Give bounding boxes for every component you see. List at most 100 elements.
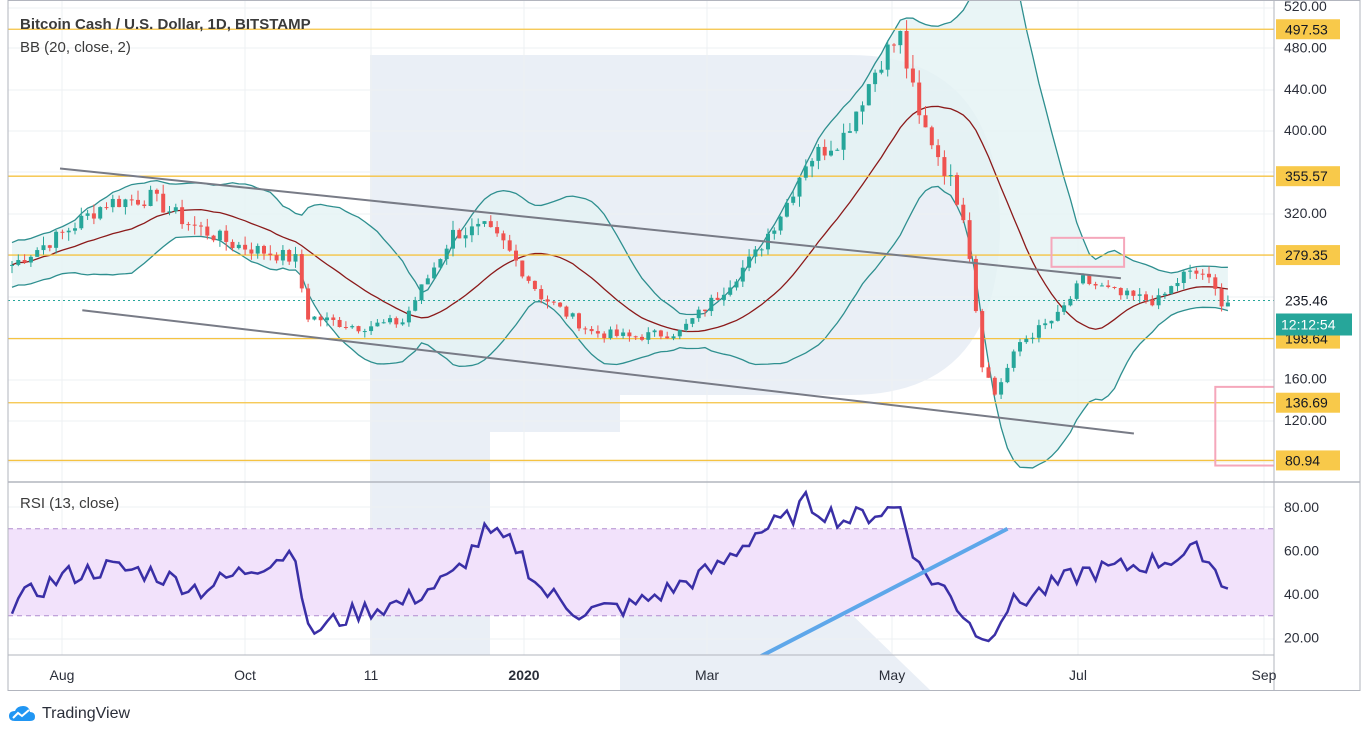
candle-body-32 bbox=[211, 235, 216, 241]
candle-body-128 bbox=[816, 146, 821, 161]
candle-body-160 bbox=[1018, 342, 1022, 352]
candle-body-136 bbox=[866, 84, 871, 106]
candle-body-87 bbox=[558, 302, 563, 307]
price-tick-3: 400.00 bbox=[1284, 122, 1327, 138]
candle-body-15 bbox=[104, 207, 109, 209]
candle-body-171 bbox=[1087, 275, 1092, 284]
candle-body-102 bbox=[652, 330, 657, 333]
candle-body-190 bbox=[1207, 273, 1211, 278]
level-label-2: 279.35 bbox=[1285, 247, 1328, 263]
candle-body-131 bbox=[835, 149, 840, 151]
candle-body-6 bbox=[47, 245, 52, 248]
candle-body-74 bbox=[476, 223, 481, 227]
level-label-4: 136.69 bbox=[1285, 395, 1328, 411]
candle-body-129 bbox=[822, 146, 827, 156]
candle-body-49 bbox=[318, 316, 323, 321]
candle-body-133 bbox=[847, 131, 852, 133]
candle-body-85 bbox=[545, 299, 550, 302]
candle-body-35 bbox=[230, 241, 235, 249]
candle-body-68 bbox=[438, 259, 443, 268]
rsi-tick-3: 80.00 bbox=[1284, 499, 1319, 515]
candle-body-187 bbox=[1188, 270, 1193, 272]
x-tick-6: Jul bbox=[1069, 667, 1087, 683]
candle-body-36 bbox=[236, 244, 241, 249]
candle-body-11 bbox=[79, 215, 84, 229]
candle-body-143 bbox=[910, 68, 915, 83]
candle-body-30 bbox=[199, 225, 203, 227]
candle-body-77 bbox=[495, 227, 500, 234]
current-price-label: 235.46 bbox=[1285, 292, 1328, 308]
candle-body-43 bbox=[280, 249, 285, 261]
rsi-series bbox=[10, 489, 1229, 643]
candle-body-155 bbox=[986, 367, 991, 378]
candle-body-125 bbox=[797, 177, 802, 197]
candle-body-75 bbox=[482, 221, 487, 224]
candle-body-191 bbox=[1213, 277, 1218, 289]
candle-body-126 bbox=[803, 166, 808, 178]
candles bbox=[10, 20, 1230, 399]
candle-body-121 bbox=[772, 230, 777, 234]
rsi-band bbox=[8, 528, 1274, 617]
candle-body-28 bbox=[186, 224, 191, 226]
candle-body-53 bbox=[343, 326, 348, 328]
candle-body-3 bbox=[28, 256, 33, 263]
candle-body-138 bbox=[879, 69, 884, 73]
candle-body-61 bbox=[394, 318, 399, 325]
candle-body-65 bbox=[419, 284, 424, 301]
candle-body-168 bbox=[1068, 298, 1073, 306]
candle-body-99 bbox=[633, 336, 638, 338]
candle-body-96 bbox=[614, 329, 619, 336]
candle-body-183 bbox=[1162, 293, 1167, 296]
candle-body-25 bbox=[167, 211, 172, 213]
candle-body-179 bbox=[1137, 294, 1142, 296]
candle-body-67 bbox=[432, 267, 437, 279]
candle-body-97 bbox=[621, 332, 626, 336]
candle-body-123 bbox=[784, 202, 789, 217]
candle-body-55 bbox=[356, 326, 361, 332]
candle-body-113 bbox=[721, 294, 726, 300]
candle-body-134 bbox=[854, 111, 859, 132]
chart-frame bbox=[7, 0, 1361, 691]
x-tick-0: Aug bbox=[50, 667, 75, 683]
candle-body-66 bbox=[425, 278, 430, 285]
candle-body-60 bbox=[388, 318, 392, 323]
candle-body-103 bbox=[658, 330, 663, 337]
candle-body-63 bbox=[406, 310, 411, 323]
candle-body-39 bbox=[255, 245, 260, 254]
channel-lines bbox=[59, 167, 1135, 435]
candle-body-9 bbox=[66, 230, 71, 233]
candle-body-56 bbox=[362, 331, 367, 333]
candle-body-162 bbox=[1030, 337, 1035, 339]
footer-brand[interactable]: TradingView bbox=[8, 705, 130, 723]
rsi-tick-0: 20.00 bbox=[1284, 630, 1319, 646]
candle-body-52 bbox=[337, 319, 342, 327]
candle-body-157 bbox=[999, 382, 1004, 395]
candle-body-14 bbox=[98, 207, 103, 219]
candle-body-89 bbox=[570, 313, 575, 317]
candle-body-101 bbox=[646, 332, 651, 340]
candle-body-176 bbox=[1118, 288, 1123, 296]
candle-body-54 bbox=[350, 326, 355, 328]
bb-basis bbox=[11, 105, 1228, 333]
candle-body-51 bbox=[331, 317, 336, 320]
level-label-bg-5 bbox=[1276, 450, 1340, 471]
candle-body-108 bbox=[690, 318, 695, 324]
candle-body-58 bbox=[375, 322, 380, 327]
candle-body-73 bbox=[469, 226, 474, 236]
candle-body-147 bbox=[936, 145, 941, 158]
candle-body-4 bbox=[35, 250, 40, 257]
candle-body-33 bbox=[217, 230, 222, 241]
price-tick-1: 160.00 bbox=[1284, 371, 1327, 387]
candle-body-110 bbox=[703, 309, 707, 312]
rsi-line bbox=[10, 489, 1229, 655]
candle-body-105 bbox=[671, 336, 676, 339]
candle-body-193 bbox=[1225, 302, 1230, 307]
candle-body-175 bbox=[1112, 286, 1117, 289]
candle-body-83 bbox=[532, 280, 537, 290]
indicator-label: BB (20, close, 2) bbox=[20, 39, 131, 56]
candle-body-16 bbox=[110, 198, 115, 208]
candle-body-188 bbox=[1194, 270, 1199, 274]
candle-body-45 bbox=[293, 254, 298, 262]
candle-body-88 bbox=[564, 306, 569, 317]
candle-body-76 bbox=[488, 221, 493, 228]
